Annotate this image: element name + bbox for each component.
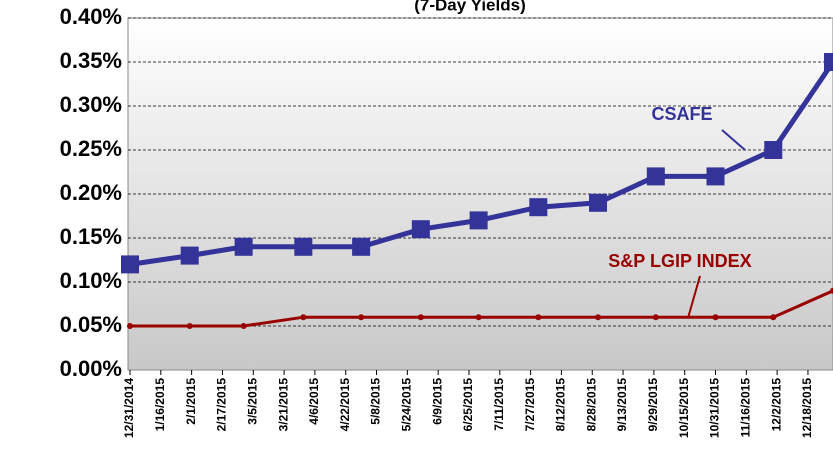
marker — [712, 314, 719, 321]
marker — [652, 314, 659, 321]
marker — [535, 314, 542, 321]
x-tick-label: 6/9/2015 — [430, 378, 444, 425]
marker — [475, 314, 482, 321]
marker — [240, 323, 247, 329]
marker — [595, 314, 602, 321]
marker — [234, 237, 253, 256]
x-tick-label: 7/27/2015 — [523, 378, 537, 432]
legend-leader — [687, 275, 701, 319]
x-tick-label: 12/31/2014 — [122, 378, 136, 438]
legend-label: S&P LGIP INDEX — [608, 251, 751, 271]
y-tick-label: 0.40% — [60, 4, 122, 29]
x-tick-label: 2/17/2015 — [215, 378, 229, 432]
marker — [830, 287, 833, 294]
x-tick-label: 12/2/2015 — [769, 378, 783, 432]
marker — [300, 314, 307, 321]
x-tick-label: 7/11/2015 — [492, 378, 506, 431]
legend-label: CSAFE — [651, 104, 712, 124]
marker — [764, 141, 783, 159]
x-tick-label: 10/15/2015 — [677, 378, 691, 438]
y-tick-label: 0.25% — [60, 136, 122, 161]
marker — [180, 246, 199, 265]
x-tick-label: 4/6/2015 — [307, 378, 321, 425]
y-tick-label: 0.10% — [60, 268, 122, 293]
x-tick-label: 5/8/2015 — [369, 378, 383, 425]
marker — [589, 193, 608, 212]
x-tick-label: 8/12/2015 — [554, 378, 568, 432]
y-tick-label: 0.35% — [60, 48, 122, 73]
y-tick-label: 0.20% — [60, 180, 122, 205]
x-tick-label: 3/21/2015 — [276, 378, 290, 432]
x-tick-label: 12/18/2015 — [800, 378, 814, 438]
marker — [770, 314, 777, 321]
marker — [352, 237, 371, 256]
marker — [127, 323, 133, 329]
y-tick-label: 0.05% — [60, 312, 122, 337]
x-tick-label: 11/16/2015 — [739, 378, 753, 438]
x-tick-label: 6/25/2015 — [461, 378, 475, 432]
marker — [411, 220, 430, 239]
marker — [529, 198, 548, 217]
x-tick-label: 3/5/2015 — [245, 378, 259, 425]
x-tick-label: 9/29/2015 — [646, 378, 660, 432]
marker — [186, 323, 193, 329]
marker — [294, 237, 313, 256]
legend-leader — [721, 129, 746, 151]
marker — [646, 167, 665, 186]
marker — [469, 211, 488, 230]
x-tick-label: 9/13/2015 — [615, 378, 629, 432]
marker — [417, 314, 424, 321]
marker — [706, 167, 725, 186]
x-tick-label: 4/22/2015 — [338, 378, 352, 432]
y-tick-label: 0.30% — [60, 92, 122, 117]
marker — [824, 53, 833, 71]
x-tick-label: 1/16/2015 — [153, 378, 167, 432]
x-tick-label: 2/1/2015 — [184, 378, 198, 425]
y-tick-label: 0.15% — [60, 224, 122, 249]
marker — [358, 314, 365, 321]
y-tick-label: 0.00% — [60, 356, 122, 381]
marker — [121, 255, 139, 274]
x-tick-label: 5/24/2015 — [400, 378, 414, 432]
chart-title: (7-Day Yields) — [414, 0, 526, 14]
x-tick-label: 10/31/2015 — [708, 378, 722, 438]
x-tick-label: 8/28/2015 — [584, 378, 598, 432]
